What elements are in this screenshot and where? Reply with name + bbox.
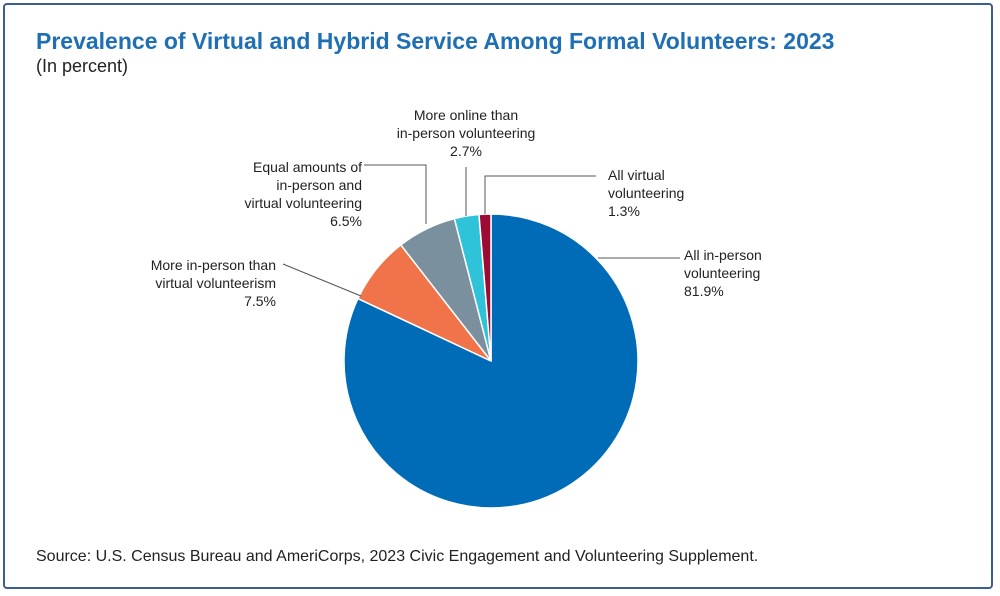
slice-value-0: 81.9%: [684, 283, 724, 299]
slice-label-1: More in-person than virtual volunteerism 7…: [151, 257, 276, 309]
chart-frame: [3, 3, 993, 589]
slice-label-line-4-1: volunteering: [608, 185, 684, 201]
leader-line-1: [282, 263, 362, 297]
slice-label-line-1-0: More in-person than: [151, 257, 276, 273]
slice-label-line-4-0: All virtual: [608, 167, 665, 183]
slice-label-line-2-1: in-person and: [276, 177, 362, 193]
pie-slice-4: [478, 213, 492, 362]
slice-label-3: More online than in-person volunteering 2.…: [397, 107, 536, 159]
slice-label-line-0-0: All in-person: [684, 247, 762, 263]
chart-title: Prevalence of Virtual and Hybrid Service…: [36, 28, 835, 54]
slice-value-4: 1.3%: [608, 203, 640, 219]
slice-value-2: 6.5%: [330, 213, 362, 229]
slice-label-4: All virtual volunteering 1.3%: [608, 167, 684, 219]
leader-line-4: [484, 175, 596, 214]
slice-value-3: 2.7%: [450, 143, 482, 159]
slice-label-line-1-1: virtual volunteerism: [155, 275, 276, 291]
chart-subtitle: (In percent): [36, 56, 129, 76]
slice-label-line-3-0: More online than: [414, 107, 518, 123]
slice-label-line-0-1: volunteering: [684, 265, 760, 281]
slice-value-1: 7.5%: [244, 293, 276, 309]
slice-label-line-2-0: Equal amounts of: [253, 159, 362, 175]
slice-label-line-3-1: in-person volunteering: [397, 125, 536, 141]
slice-label-0: All in-person volunteering 81.9%: [684, 247, 762, 299]
source-note: Source: U.S. Census Bureau and AmeriCorp…: [36, 548, 759, 565]
slice-label-2: Equal amounts of in-person and virtual vol…: [244, 159, 362, 229]
slice-label-line-2-2: virtual volunteering: [244, 195, 362, 211]
leader-line-2: [364, 164, 427, 224]
